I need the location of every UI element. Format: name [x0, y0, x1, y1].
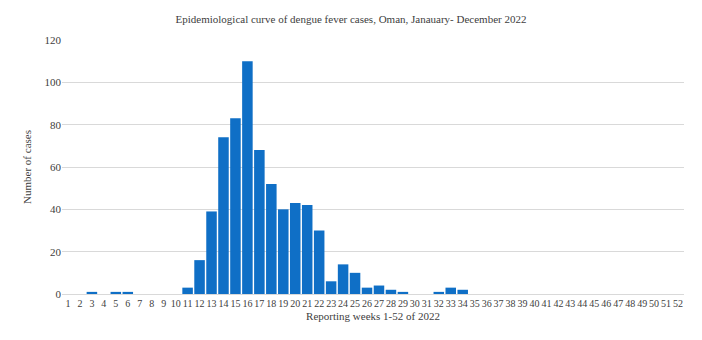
- svg-text:40: 40: [529, 298, 539, 309]
- svg-text:38: 38: [506, 298, 516, 309]
- svg-text:49: 49: [637, 298, 647, 309]
- svg-text:4: 4: [101, 298, 106, 309]
- svg-text:25: 25: [350, 298, 360, 309]
- svg-text:36: 36: [482, 298, 492, 309]
- svg-text:Reporting weeks 1-52 of 2022: Reporting weeks 1-52 of 2022: [306, 310, 440, 322]
- svg-text:Epidemiological curve of dengu: Epidemiological curve of dengue fever ca…: [176, 13, 527, 25]
- svg-text:37: 37: [494, 298, 504, 309]
- svg-text:6: 6: [125, 298, 130, 309]
- svg-text:5: 5: [113, 298, 118, 309]
- svg-text:Number of cases: Number of cases: [21, 130, 33, 204]
- svg-text:20: 20: [290, 298, 300, 309]
- svg-text:39: 39: [518, 298, 528, 309]
- svg-text:19: 19: [278, 298, 288, 309]
- svg-text:46: 46: [601, 298, 611, 309]
- svg-text:43: 43: [565, 298, 575, 309]
- svg-text:52: 52: [673, 298, 683, 309]
- svg-text:15: 15: [230, 298, 240, 309]
- svg-text:10: 10: [171, 298, 181, 309]
- svg-text:47: 47: [613, 298, 623, 309]
- svg-text:7: 7: [137, 298, 142, 309]
- svg-text:22: 22: [314, 298, 324, 309]
- svg-text:3: 3: [89, 298, 94, 309]
- svg-text:17: 17: [254, 298, 264, 309]
- svg-text:2: 2: [77, 298, 82, 309]
- svg-text:50: 50: [649, 298, 659, 309]
- svg-text:80: 80: [50, 119, 62, 131]
- svg-text:31: 31: [422, 298, 432, 309]
- svg-text:13: 13: [207, 298, 217, 309]
- svg-text:1: 1: [65, 298, 70, 309]
- svg-text:32: 32: [434, 298, 444, 309]
- svg-text:120: 120: [45, 34, 62, 46]
- svg-text:44: 44: [577, 298, 587, 309]
- svg-text:30: 30: [410, 298, 420, 309]
- svg-text:41: 41: [541, 298, 551, 309]
- svg-text:100: 100: [45, 76, 62, 88]
- svg-text:34: 34: [458, 298, 468, 309]
- svg-text:60: 60: [50, 161, 62, 173]
- svg-text:12: 12: [195, 298, 205, 309]
- svg-text:24: 24: [338, 298, 348, 309]
- svg-text:40: 40: [50, 203, 62, 215]
- svg-text:20: 20: [50, 246, 62, 258]
- svg-text:42: 42: [553, 298, 563, 309]
- svg-text:11: 11: [183, 298, 193, 309]
- svg-text:21: 21: [302, 298, 312, 309]
- svg-text:14: 14: [218, 298, 228, 309]
- svg-text:45: 45: [589, 298, 599, 309]
- svg-text:35: 35: [470, 298, 480, 309]
- svg-text:26: 26: [362, 298, 372, 309]
- svg-text:27: 27: [374, 298, 384, 309]
- svg-text:23: 23: [326, 298, 336, 309]
- svg-text:16: 16: [242, 298, 252, 309]
- svg-text:8: 8: [149, 298, 154, 309]
- svg-text:9: 9: [161, 298, 166, 309]
- svg-text:33: 33: [446, 298, 456, 309]
- svg-text:18: 18: [266, 298, 276, 309]
- svg-text:48: 48: [625, 298, 635, 309]
- svg-text:0: 0: [56, 288, 62, 300]
- svg-text:29: 29: [398, 298, 408, 309]
- svg-text:51: 51: [661, 298, 671, 309]
- svg-text:28: 28: [386, 298, 396, 309]
